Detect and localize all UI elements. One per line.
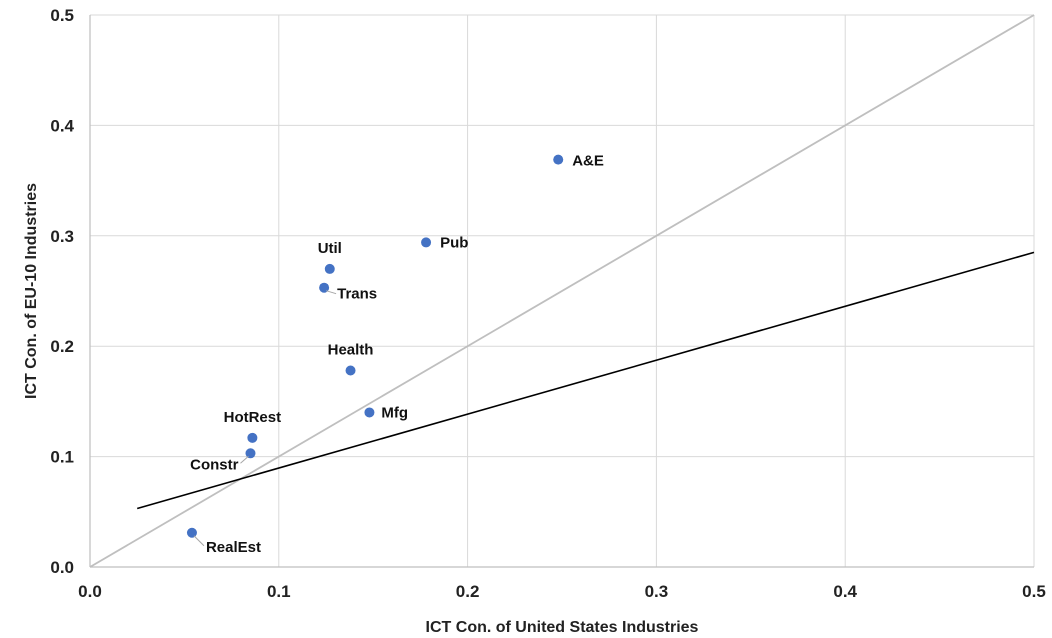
y-tick-label: 0.1 xyxy=(50,448,74,467)
y-axis-label: ICT Con. of EU-10 Industries xyxy=(23,183,40,399)
data-points xyxy=(186,154,564,538)
point-label: A&E xyxy=(572,153,604,170)
point-labels: A&E Pub Util Trans Health Mfg HotRest Constr Rea… xyxy=(190,153,604,556)
data-point xyxy=(247,432,258,443)
data-point xyxy=(324,263,335,274)
reference-lines xyxy=(89,14,1035,568)
y-tick-label: 0.0 xyxy=(50,558,74,577)
x-tick-label: 0.2 xyxy=(456,582,480,601)
x-tick-label: 0.3 xyxy=(645,582,669,601)
y-tick-label: 0.5 xyxy=(50,6,74,25)
point-label: RealEst xyxy=(206,539,261,556)
axes xyxy=(89,15,1034,568)
point-label: Util xyxy=(318,240,342,257)
x-axis-label: ICT Con. of United States Industries xyxy=(426,619,699,636)
label-leader-line xyxy=(325,290,337,295)
x-tick-label: 0.0 xyxy=(78,582,102,601)
data-point xyxy=(421,237,432,248)
fit-line xyxy=(136,251,1035,510)
label-leader-line xyxy=(240,455,249,464)
x-tick-label: 0.1 xyxy=(267,582,291,601)
data-point xyxy=(245,448,256,459)
point-label: Pub xyxy=(440,234,468,251)
data-point xyxy=(186,527,197,538)
data-point xyxy=(364,407,375,418)
tick-labels: 0.00.0 0.1 0.1 0.2 0.2 0.3 0.3 0.4 0.4 0.5 0.5 xyxy=(50,6,1045,601)
y-tick-label: 0.2 xyxy=(50,337,74,356)
y-tick-label: 0.3 xyxy=(50,227,74,246)
identity-line xyxy=(89,14,1035,568)
point-label: Health xyxy=(328,341,374,358)
data-point xyxy=(345,365,356,376)
point-label: Trans xyxy=(337,286,377,303)
x-tick-label: 0.4 xyxy=(833,582,857,601)
x-tick-label: 0.5 xyxy=(1022,582,1046,601)
data-point xyxy=(553,154,564,165)
point-label: Mfg xyxy=(381,404,408,421)
label-leader-line xyxy=(193,535,205,547)
point-label: HotRest xyxy=(224,409,282,426)
y-tick-label: 0.4 xyxy=(50,116,74,135)
point-label: Constr xyxy=(190,456,238,473)
data-point xyxy=(319,282,330,293)
